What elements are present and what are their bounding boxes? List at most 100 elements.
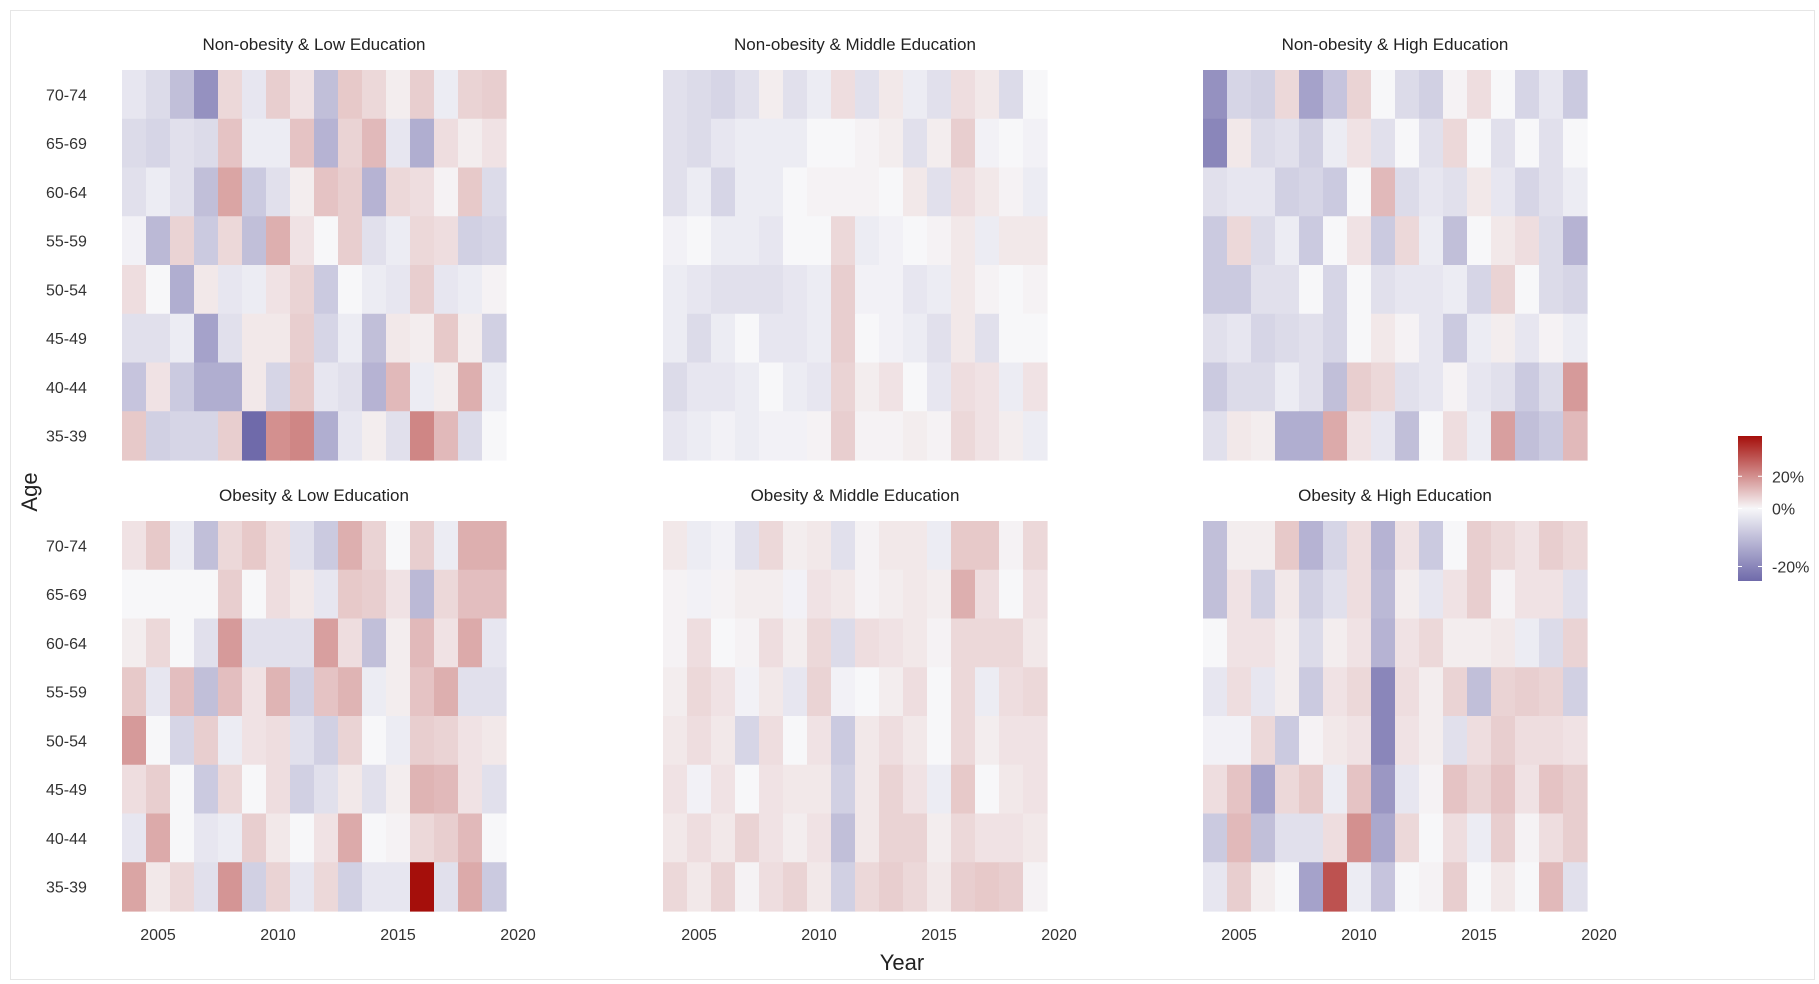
heatmap-cell [1467,411,1492,461]
heatmap-cell [927,764,952,815]
heatmap-cell [1347,167,1372,217]
heatmap-cell [855,167,880,217]
heatmap-cell [1023,411,1048,461]
heatmap-cell [1539,411,1564,461]
heatmap-cell [1515,313,1540,364]
heatmap-cell [482,618,507,668]
heatmap-cell [855,764,880,815]
heatmap-cell [218,216,243,266]
x-tick-label: 2020 [500,927,536,944]
heatmap-cell [314,70,339,120]
heatmap-cell [1539,862,1564,912]
heatmap-cell [735,521,760,571]
heatmap-cell [1203,70,1228,120]
heatmap-cell [735,764,760,815]
heatmap-cell [290,411,315,461]
heatmap-cell [831,265,856,315]
heatmap-cell [999,667,1024,717]
heatmap-cell [663,862,688,912]
heatmap-cell [879,411,904,461]
heatmap-cell [855,716,880,766]
heatmap-cell [362,764,387,815]
heatmap-cell [290,216,315,266]
heatmap-cell [1419,813,1444,863]
heatmap-cell [290,362,315,412]
heatmap-cell [1323,569,1348,620]
heatmap-cell [1323,862,1348,912]
heatmap-cell [1023,813,1048,863]
heatmap-cell [951,764,976,815]
heatmap-cell [170,313,195,364]
heatmap-cell [1203,569,1228,620]
heatmap-cell [1395,716,1420,766]
heatmap-cell [1299,764,1324,815]
heatmap-cell [759,216,784,266]
heatmap-cell [1275,411,1300,461]
heatmap-cell [1467,862,1492,912]
heatmap-cell [386,569,411,620]
heatmap-cell [975,167,1000,217]
heatmap-cell [735,862,760,912]
heatmap-cell [146,764,171,815]
heatmap-cell [458,70,483,120]
heatmap-cell [903,362,928,412]
x-tick-label: 2020 [1041,927,1077,944]
heatmap-cell [927,569,952,620]
heatmap-cell [1491,716,1516,766]
heatmap-cell [879,521,904,571]
heatmap-cell [1563,70,1588,120]
heatmap-cell [1419,667,1444,717]
heatmap-cell [663,313,688,364]
heatmap-cell [903,118,928,169]
heatmap-cell [122,618,147,668]
heatmap-cell [266,216,291,266]
heatmap-cell [1275,618,1300,668]
heatmap-cell [927,862,952,912]
heatmap-cell [903,764,928,815]
heatmap-cell [338,70,363,120]
heatmap-cell [951,618,976,668]
heatmap-cell [687,667,712,717]
heatmap-cell [1419,569,1444,620]
heatmap-cell [122,569,147,620]
heatmap-cell [386,716,411,766]
heatmap-cell [410,521,435,571]
heatmap-cell [759,362,784,412]
heatmap-cell [170,70,195,120]
heatmap-cell [146,167,171,217]
heatmap-cell [314,265,339,315]
heatmap-cell [927,411,952,461]
y-tick-label: 40-44 [46,831,87,848]
heatmap-cell [242,167,267,217]
heatmap-cell [1515,618,1540,668]
heatmap-cell [687,716,712,766]
heatmap-cell [218,667,243,717]
heatmap-cell [1467,667,1492,717]
x-tick-label: 2015 [921,927,957,944]
heatmap-cell [831,764,856,815]
heatmap-cell [1347,862,1372,912]
heatmap-cell [855,521,880,571]
heatmap-cell [951,70,976,120]
heatmap-cell [482,716,507,766]
heatmap-cell [783,813,808,863]
heatmap-cell [1395,118,1420,169]
heatmap-cell [807,167,832,217]
panel: Non-obesity & Low Education 70-74 65-69 60-… [46,35,507,461]
heatmap-cell [314,569,339,620]
heatmap-cell [1203,167,1228,217]
heatmap-cell [1323,362,1348,412]
heatmap-cell [1395,618,1420,668]
heatmap-cell [290,118,315,169]
heatmap-cell [458,862,483,912]
heatmap-cell [290,813,315,863]
heatmap-cell [1347,362,1372,412]
heatmap-cell [242,569,267,620]
heatmap-cell [975,862,1000,912]
heatmap-cell [1275,569,1300,620]
heatmap-cell [170,667,195,717]
heatmap-cell [266,265,291,315]
heatmap-cell [1443,265,1468,315]
heatmap-cell [1419,265,1444,315]
heatmap-cell [194,667,219,717]
